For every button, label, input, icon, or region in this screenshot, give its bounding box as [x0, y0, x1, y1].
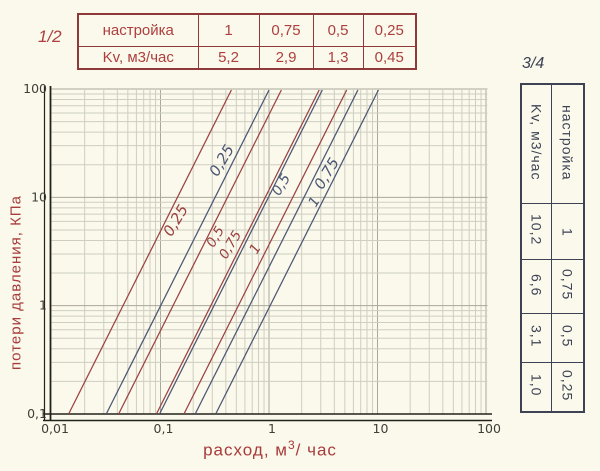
table-cell: 0,25 [550, 362, 585, 413]
y-axis-title: потери давления, КПа [7, 195, 25, 370]
table-row: 6,6 0,75 [520, 259, 585, 314]
table-cell: 6,6 [520, 259, 552, 314]
table-row: 1,0 0,25 [520, 362, 585, 413]
table-cell: 1 [550, 203, 585, 260]
setting-header-vertical: настройка [559, 104, 576, 181]
table-row: Kv, м3/час настройка [520, 83, 585, 204]
series-label-1/2-1: 1 [246, 241, 264, 257]
table-cell: 1,0 [520, 362, 552, 413]
table-cell: 0,45 [362, 46, 417, 70]
half-inch-valve-label: 1/2 [38, 27, 62, 46]
half-inch-kv-table: настройка 1 0,75 0,5 0,25 Kv, м3/час 5,2… [77, 13, 417, 70]
table-cell: 1,3 [312, 46, 364, 70]
kv-header-vertical: Kv, м3/час [528, 104, 545, 181]
series-line-3/4-0,75 [194, 89, 359, 415]
series-line-3/4-0,5 [159, 89, 323, 415]
kv-value: 10,2 [528, 214, 545, 246]
table-row: Kv, м3/час 5,2 2,9 1,3 0,45 [77, 46, 417, 70]
table-cell: настройка [550, 83, 585, 204]
table-cell: 0,25 [362, 13, 417, 47]
table-cell: Kv, м3/час [77, 46, 199, 70]
x-tick-label: 100 [477, 421, 501, 436]
table-cell: 0,5 [550, 313, 585, 363]
series-label-1/2-0,25: 0,25 [159, 201, 192, 239]
y-tick-label: 1 [39, 298, 47, 313]
three-quarter-inch-kv-table: Kv, м3/час настройка 10,2 1 6,6 0,75 3,1… [520, 83, 585, 413]
y-tick-label: 100 [23, 81, 47, 96]
table-row: настройка 1 0,75 0,5 0,25 [77, 13, 417, 47]
three-quarter-inch-valve-label: 3/4 [522, 55, 545, 72]
kv-value: 1,0 [528, 374, 545, 397]
y-tick-label: 10 [31, 189, 47, 204]
table-cell: 2,9 [258, 46, 314, 70]
kv-value: 3,1 [528, 325, 545, 348]
series-line-1/2-0,75 [155, 89, 320, 415]
table-cell: 0,75 [550, 259, 585, 314]
kv-value: 6,6 [528, 273, 545, 297]
series-line-1/2-1 [183, 89, 348, 415]
series-line-3/4-1 [215, 89, 379, 415]
table-cell: 5,2 [197, 46, 260, 70]
x-axis-title-superscript: 3 [287, 438, 296, 452]
setting-value: 0,75 [559, 269, 576, 301]
x-tick-label: 0,01 [41, 421, 69, 436]
y-tick-label: 0,1 [27, 406, 47, 421]
series-label-3/4-0,5: 0,5 [269, 171, 294, 198]
table-cell: Kv, м3/час [520, 83, 552, 204]
series-line-3/4-0,25 [105, 89, 270, 415]
table-row: 10,2 1 [520, 203, 585, 260]
x-tick-label: 1 [268, 421, 276, 436]
x-axis-title: расход, м3/ час [175, 438, 365, 461]
series-line-1/2-0,5 [118, 89, 282, 415]
setting-value: 0,5 [559, 325, 576, 348]
table-cell: 10,2 [520, 203, 552, 260]
x-axis-title-rest: / час [295, 440, 337, 460]
table-cell: 3,1 [520, 313, 552, 363]
setting-value: 1 [559, 227, 576, 237]
x-tick-label: 10 [373, 421, 389, 436]
x-tick-label: 0,1 [154, 421, 174, 436]
table-cell: настройка [77, 13, 199, 47]
series-label-3/4-0,75: 0,75 [310, 154, 343, 192]
table-cell: 1 [197, 13, 260, 47]
table-cell: 0,5 [312, 13, 364, 47]
setting-value: 0,25 [559, 369, 576, 402]
series-line-1/2-0,25 [68, 89, 232, 415]
table-row: 3,1 0,5 [520, 313, 585, 363]
table-cell: 0,75 [258, 13, 314, 47]
x-axis-title-base: расход, м [203, 440, 288, 460]
